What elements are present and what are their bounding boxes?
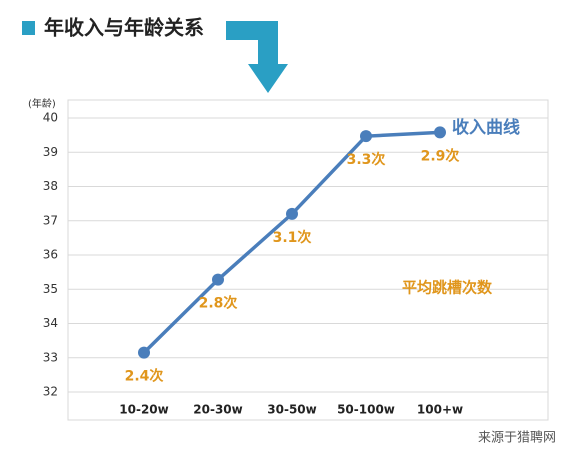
point-label: 2.8次 [199,295,238,312]
point [434,126,446,139]
y-tick-label: 35 [43,282,58,296]
y-tick-label: 36 [43,248,58,262]
title-marker [22,21,35,35]
point-label: 3.1次 [273,229,312,246]
y-tick-label: 39 [43,145,58,159]
y-tick-label: 34 [43,316,58,330]
title-arrow [226,21,288,93]
x-tick-label: 10-20w [119,403,168,417]
x-tick-label: 30-50w [267,403,316,417]
plot-frame [67,99,549,421]
y-tick-label: 38 [43,179,58,193]
y-tick-label: 40 [43,111,58,125]
point [286,207,298,220]
y-tick-label: 32 [43,385,58,399]
point [138,346,150,359]
source-note: 来源于猎聘网 [478,431,556,446]
y-axis-label: (年龄) [28,97,56,110]
legend-label: 收入曲线 [452,117,520,138]
point-label: 2.4次 [125,368,164,385]
point-label: 3.3次 [347,151,386,168]
x-tick-label: 100+w [417,403,463,417]
point [212,273,224,286]
point-label: 2.9次 [421,147,460,164]
point-labels-title: 平均跳槽次数 [402,279,493,297]
y-tick-label: 37 [43,213,58,227]
chart-title: 年收入与年龄关系 [44,16,204,40]
point [360,130,372,143]
x-tick-label: 20-30w [193,403,242,417]
x-tick-label: 50-100w [337,403,395,417]
y-tick-label: 33 [43,350,58,364]
